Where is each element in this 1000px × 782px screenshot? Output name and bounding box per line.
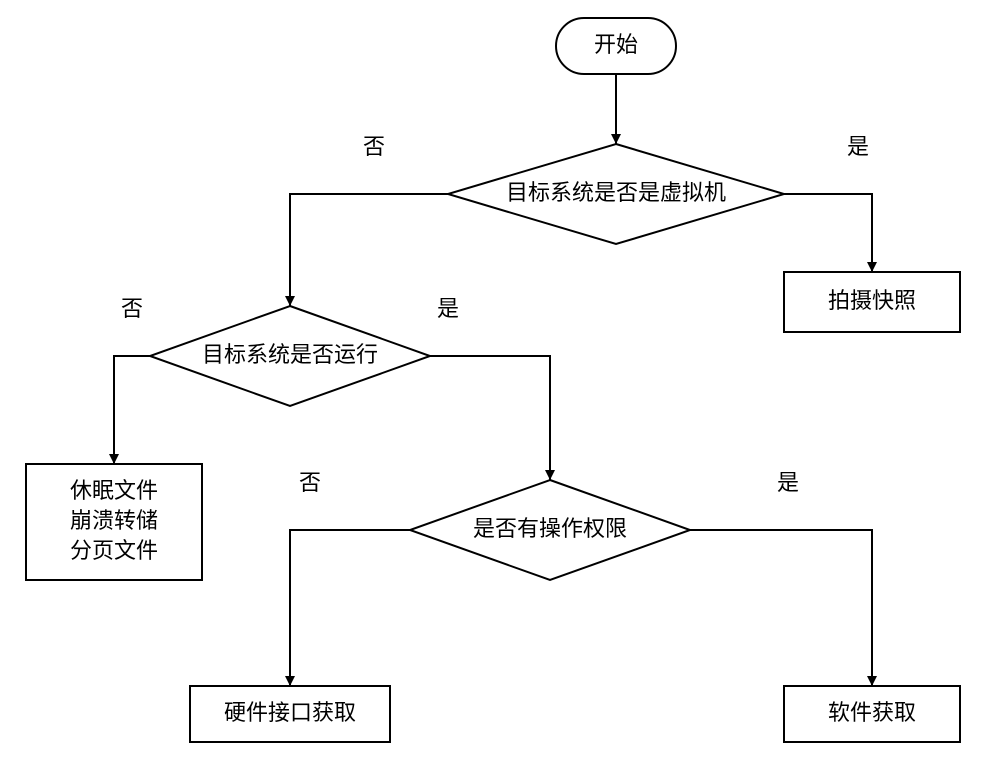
edge-label: 是 [847,134,869,159]
node-snapshot: 拍摄快照 [784,272,960,332]
node-start: 开始 [556,18,676,74]
edge-label: 否 [121,296,143,321]
edge [690,530,872,686]
node-text: 目标系统是否运行 [202,342,378,367]
node-text: 软件获取 [828,700,916,725]
node-text: 休眠文件 [70,478,158,503]
node-text: 崩溃转储 [70,508,158,533]
edge-label: 否 [363,134,385,159]
node-text: 拍摄快照 [828,288,916,313]
node-d2: 目标系统是否运行 [150,306,430,406]
node-d3: 是否有操作权限 [410,480,690,580]
node-d1: 目标系统是否是虚拟机 [448,144,784,244]
node-text: 是否有操作权限 [473,516,627,541]
edge [290,194,448,306]
edge [114,356,150,464]
node-text: 分页文件 [70,538,158,563]
node-hw: 硬件接口获取 [190,686,390,742]
edge [784,194,872,272]
edge-label: 是 [437,296,459,321]
flowchart-canvas: 开始目标系统是否是虚拟机拍摄快照目标系统是否运行休眠文件崩溃转储分页文件 是否有操… [0,0,1000,782]
node-sw: 软件获取 [784,686,960,742]
edge [430,356,550,480]
edge-label: 是 [777,470,799,495]
node-text: 开始 [594,32,638,57]
edge [290,530,410,686]
edge-label: 否 [299,470,321,495]
node-text: 目标系统是否是虚拟机 [506,180,726,205]
node-files: 休眠文件崩溃转储分页文件 [26,464,202,580]
node-text: 硬件接口获取 [224,700,356,725]
